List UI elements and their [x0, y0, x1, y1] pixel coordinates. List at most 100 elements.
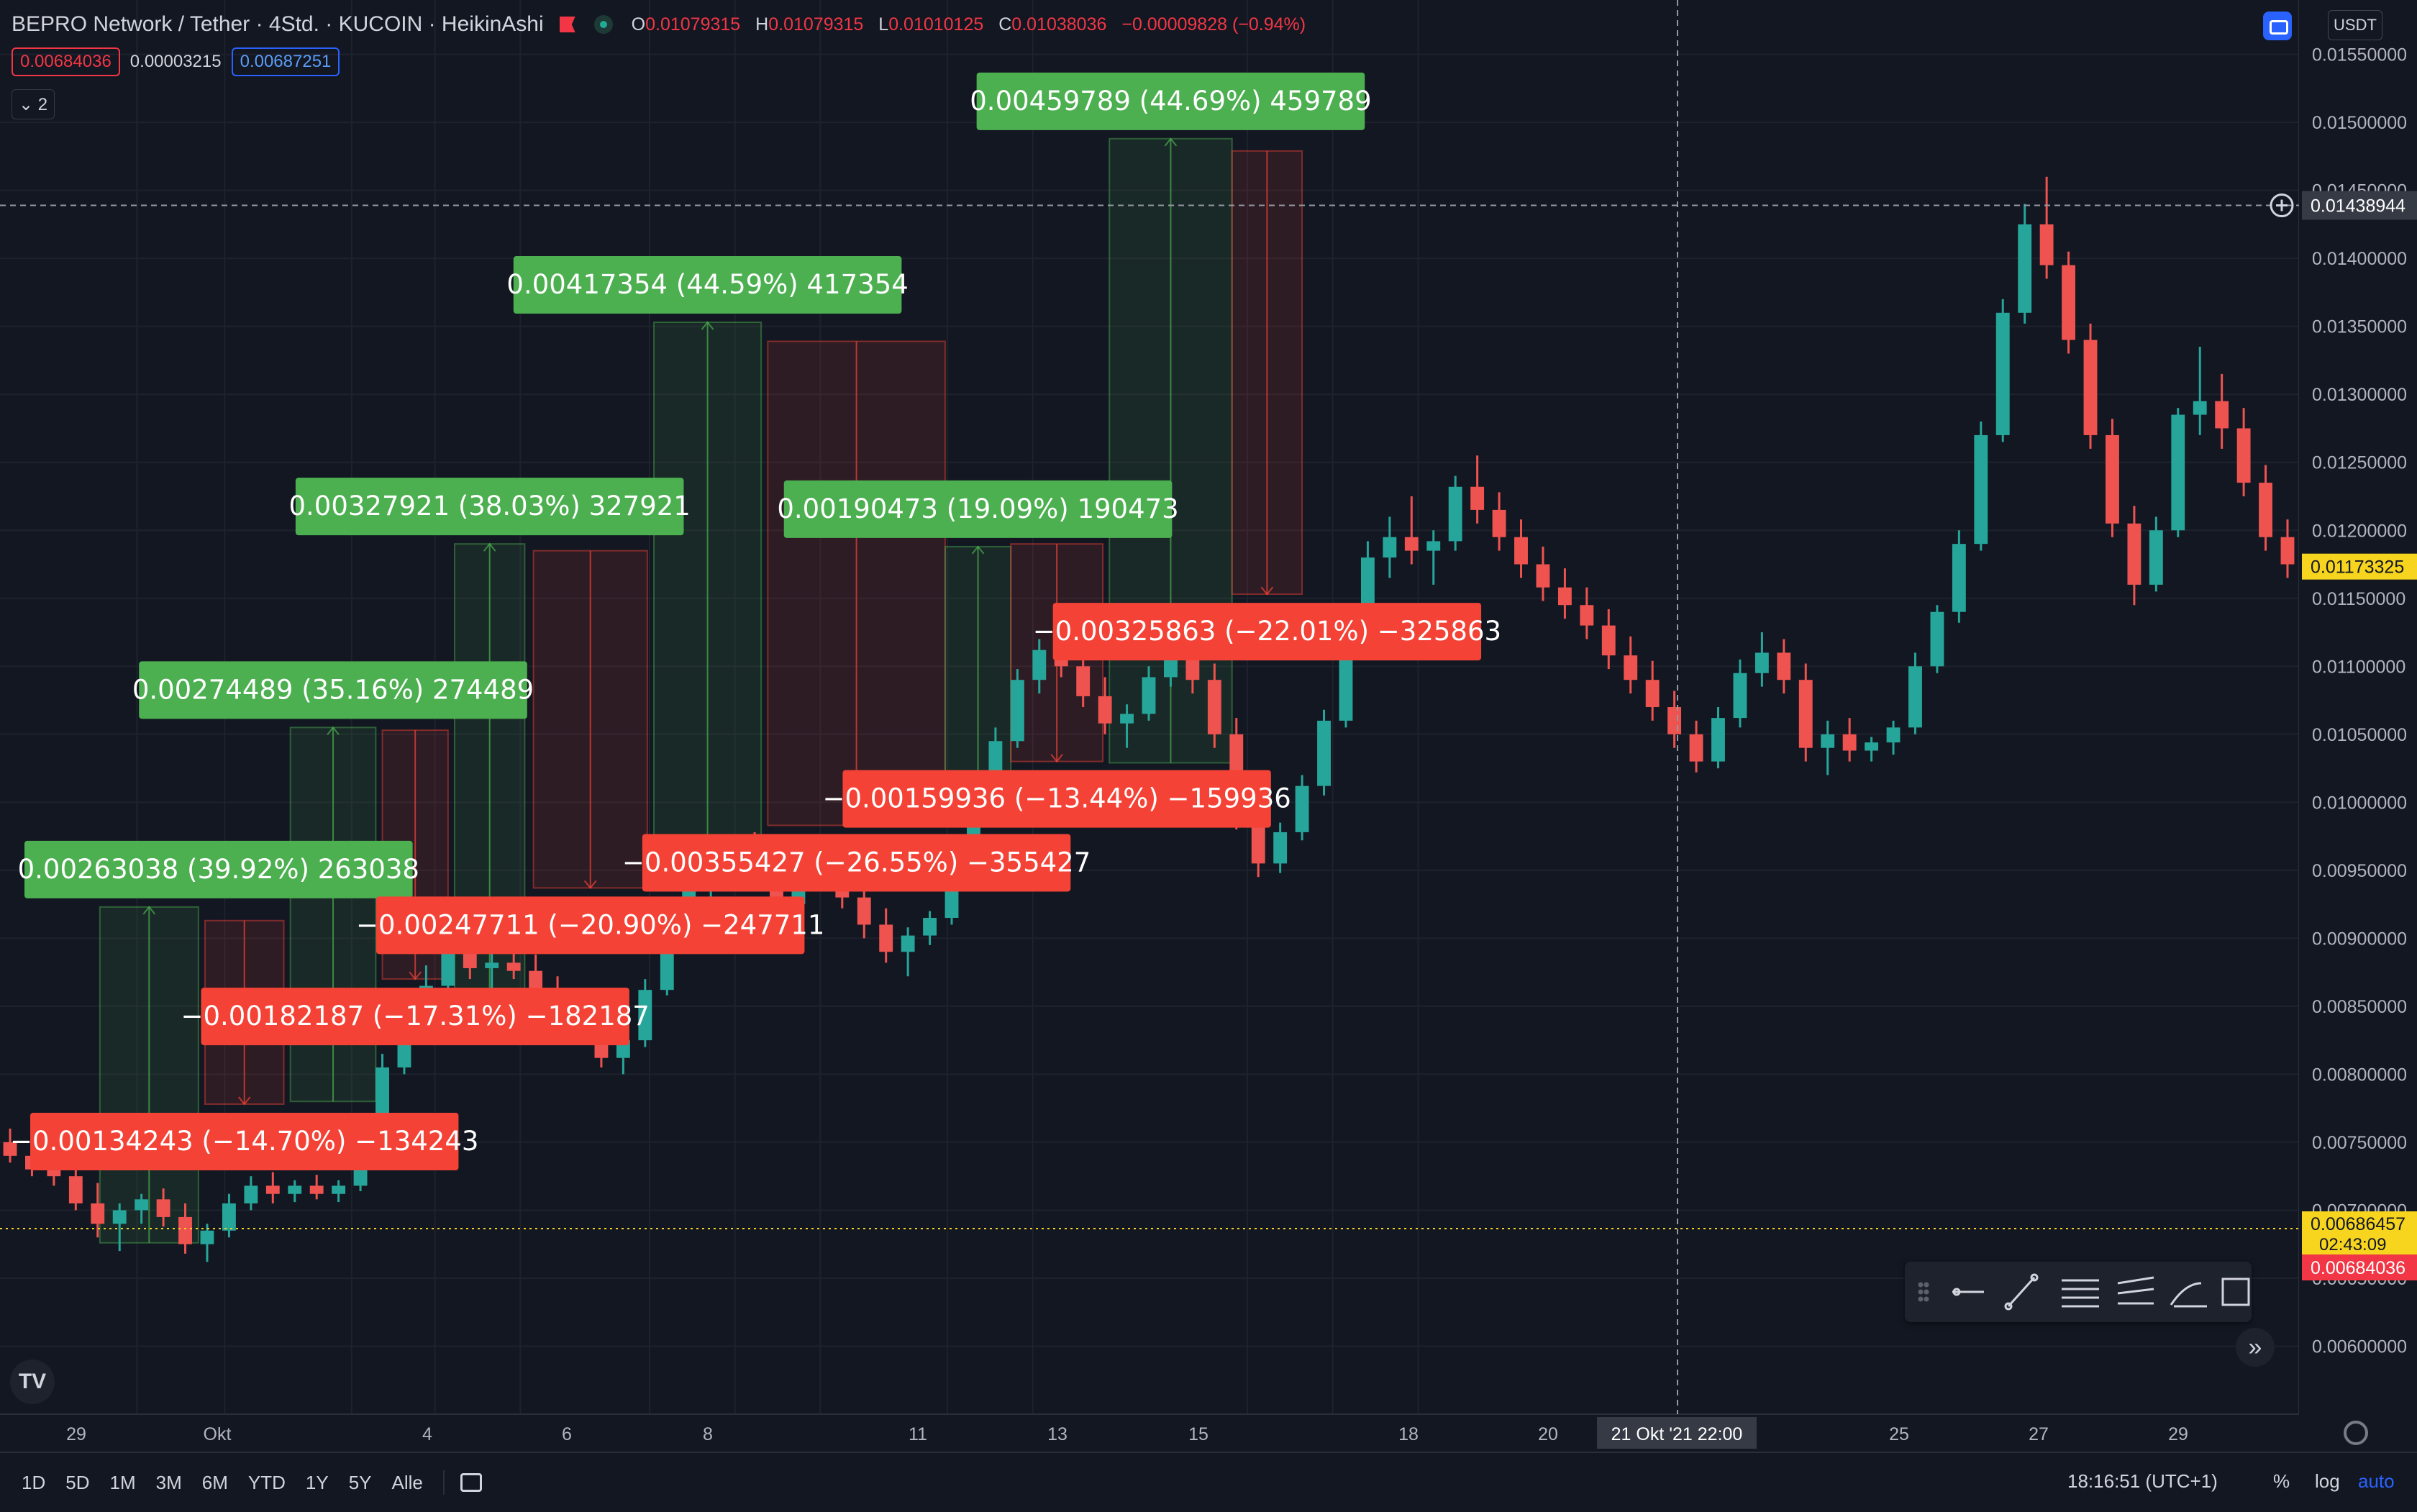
measure-label: −0.00159936 (−13.44%) −159936: [822, 783, 1291, 814]
candle-body: [265, 1185, 280, 1194]
measure-label-bg: [139, 661, 527, 719]
calendar-icon[interactable]: [460, 1473, 482, 1492]
measure-arrowhead: [583, 880, 597, 890]
currency-button[interactable]: USDT: [2328, 10, 2382, 40]
crosshair-price-value: 0.01438944: [2311, 196, 2405, 217]
price-tick-label: 0.00850000: [2312, 997, 2407, 1017]
crosshair-time-value: 21 Okt '21 22:00: [1611, 1424, 1743, 1444]
measure-label: 0.00274489 (35.16%) 274489: [132, 674, 534, 705]
timeframe-3m[interactable]: 3M: [155, 1471, 182, 1493]
rectangle-tool[interactable]: [2214, 1270, 2257, 1313]
measure-label-bg: [513, 256, 902, 314]
candle-body: [68, 1176, 83, 1203]
timeframe-1y[interactable]: 1Y: [305, 1471, 329, 1493]
indicators-toggle[interactable]: ⌄ 2: [12, 89, 55, 119]
time-axis[interactable]: 29 Okt 4 6 8 11 13 15 18 20 25 27 29 21 Okt '21 22:00: [66, 1417, 2188, 1449]
candle-body: [1908, 666, 1922, 728]
fib-retracement-tool[interactable]: [2056, 1270, 2099, 1313]
candle-body: [112, 1210, 127, 1224]
candle-body: [2018, 224, 2032, 313]
measure-arrowhead: [971, 545, 985, 555]
measure-arrowhead: [1164, 137, 1178, 147]
horizontal-ray-tool[interactable]: [1939, 1270, 1983, 1313]
add-alert-icon[interactable]: [2270, 193, 2294, 218]
close-value: 0.01038036: [1011, 14, 1107, 35]
compare-icon[interactable]: [2263, 12, 2292, 40]
symbol-title[interactable]: BEPRO Network / Tether · 4Std. · KUCOIN …: [12, 12, 544, 36]
candle-body: [1120, 714, 1134, 724]
open-value: 0.01079315: [645, 14, 741, 35]
brush-tool[interactable]: [2165, 1270, 2208, 1313]
percent-toggle[interactable]: %: [2273, 1470, 2290, 1492]
time-tick-label: 11: [909, 1424, 927, 1444]
candle-body: [1470, 486, 1485, 510]
measure-arrowhead: [142, 906, 156, 915]
candle-body: [47, 1169, 61, 1177]
trend-line-tool[interactable]: [1998, 1270, 2042, 1313]
candle-body: [2062, 265, 2076, 340]
candle-body: [1842, 734, 1857, 751]
timeframe-1d[interactable]: 1D: [22, 1471, 46, 1493]
log-toggle[interactable]: log: [2315, 1470, 2340, 1492]
candle-body: [244, 1185, 258, 1203]
candle-body: [2215, 401, 2229, 429]
measure-arrowhead: [409, 971, 422, 980]
scroll-to-realtime-button[interactable]: »: [2236, 1328, 2275, 1367]
measure-label-bg: [642, 834, 1071, 892]
pitchfork-tool[interactable]: [2113, 1270, 2157, 1313]
candle-body: [1098, 696, 1112, 724]
price-axis[interactable]: 0.006000000.006500000.007000000.00750000…: [2299, 0, 2417, 1414]
price-tick-label: 0.01500000: [2312, 113, 2407, 133]
candle-body: [638, 990, 652, 1041]
timeframe-alle[interactable]: Alle: [391, 1471, 423, 1493]
buy-button[interactable]: 0.00687251: [231, 47, 340, 76]
measure-label: 0.00327921 (38.03%) 327921: [289, 491, 691, 522]
timeframe-1m[interactable]: 1M: [109, 1471, 136, 1493]
bid-price-tag-bg: [2302, 1254, 2417, 1281]
measure-arrowhead: [701, 321, 714, 330]
candle-body: [1010, 680, 1024, 742]
candle-body: [1689, 734, 1703, 762]
candle-body: [156, 1199, 170, 1217]
price-tick-label: 0.01350000: [2312, 317, 2407, 337]
candle-countdown: 02:43:09: [2319, 1235, 2386, 1254]
measure-label: 0.00190473 (19.09%) 190473: [777, 493, 1178, 524]
timeframe-5d[interactable]: 5D: [65, 1471, 90, 1493]
settings-gear-icon[interactable]: [2344, 1421, 2368, 1445]
candle-body: [1952, 544, 1966, 612]
candle-body: [332, 1185, 346, 1194]
timeframe-5y[interactable]: 5Y: [348, 1471, 372, 1493]
candle-body: [1536, 564, 1550, 588]
price-tick-label: 0.01200000: [2312, 521, 2407, 541]
candle-body: [1798, 680, 1813, 748]
candle-body: [1557, 587, 1572, 606]
measure-label: 0.00417354 (44.59%) 417354: [506, 269, 908, 300]
flag-icon[interactable]: [559, 17, 575, 32]
last-price-value: 0.00686457: [2311, 1214, 2405, 1234]
clock[interactable]: 18:16:51 (UTC+1): [2067, 1470, 2218, 1492]
candle-body: [923, 918, 937, 936]
candle-body: [2039, 224, 2054, 265]
measure-arrowhead: [483, 542, 496, 552]
auto-toggle[interactable]: auto: [2358, 1470, 2395, 1492]
crosshair: [0, 0, 2299, 1414]
timeframe-6m[interactable]: 6M: [201, 1471, 228, 1493]
timeframe-ytd[interactable]: YTD: [247, 1471, 286, 1493]
candle-body: [463, 952, 477, 968]
tradingview-logo[interactable]: TV: [10, 1360, 55, 1404]
high-value: 0.01079315: [768, 14, 864, 35]
measure-label-bg: [783, 480, 1173, 538]
time-tick-label: 18: [1398, 1424, 1419, 1444]
candle-body: [1733, 673, 1747, 719]
candle-body: [857, 897, 871, 925]
sell-button[interactable]: 0.00684036: [12, 47, 120, 76]
measurement-labels: 0.00263038 (39.92%) 263038 −0.00134243 (−…: [10, 72, 1501, 1170]
price-tag-bg: [2302, 553, 2417, 580]
candle-body: [1142, 677, 1156, 714]
candle-body: [1930, 611, 1944, 667]
candle-body: [1865, 742, 1879, 751]
price-tick-label: 0.01400000: [2312, 249, 2407, 269]
price-tick-label: 0.00950000: [2312, 861, 2407, 881]
bid-price-value: 0.00684036: [2311, 1258, 2405, 1278]
